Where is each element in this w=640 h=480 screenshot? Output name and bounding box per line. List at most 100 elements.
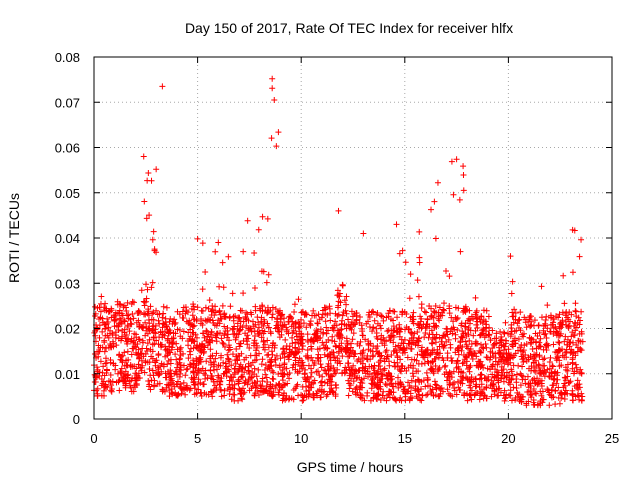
data-point [209,302,216,309]
data-point [394,374,401,381]
data-point [145,316,152,323]
data-point [149,236,156,243]
data-point [527,352,534,359]
data-point [572,393,579,400]
data-point [535,379,542,386]
data-point [245,335,252,342]
data-point [152,322,159,329]
data-point [553,357,560,364]
data-point [366,309,373,316]
data-point [234,356,241,363]
data-point [425,334,432,341]
data-point [553,329,560,336]
data-point [555,384,562,391]
data-point [103,345,110,352]
data-point [481,392,488,399]
data-point [212,355,219,362]
data-point [252,347,259,354]
data-point [187,321,194,328]
data-point [456,196,463,203]
data-point [334,366,341,373]
data-point [413,393,420,400]
data-point [559,321,566,328]
data-point [233,345,240,352]
data-point [418,315,425,322]
data-point [510,354,517,361]
data-point [573,364,580,371]
data-point [187,361,194,368]
data-point [471,392,478,399]
data-point [252,340,259,347]
data-point [180,362,187,369]
data-point [579,393,586,400]
data-point [167,356,174,363]
data-point [158,344,165,351]
data-point [418,325,425,332]
data-point [489,327,496,334]
data-point [260,268,267,275]
data-point [394,314,401,321]
data-point [394,354,401,361]
data-point [502,395,509,402]
data-point [244,341,251,348]
data-point [323,370,330,377]
data-point [531,375,538,382]
data-point [135,370,142,377]
data-point [568,333,575,340]
data-point [322,318,329,325]
data-point [401,326,408,333]
data-point [255,226,262,233]
data-point [330,364,337,371]
data-point [367,397,374,404]
data-point [280,345,287,352]
data-point [292,319,299,326]
data-point [164,350,171,357]
data-point [133,334,140,341]
data-point [146,365,153,372]
data-point [218,335,225,342]
data-point [92,332,99,339]
data-point [555,339,562,346]
data-point [128,388,135,395]
data-point [321,379,328,386]
data-point [430,308,437,315]
data-point [292,357,299,364]
data-point [503,391,510,398]
data-point [562,387,569,394]
data-point [395,384,402,391]
data-point [238,350,245,357]
data-point [147,386,154,393]
data-point [522,319,529,326]
data-point [229,326,236,333]
data-point [125,336,132,343]
data-point [396,333,403,340]
data-point [417,313,424,320]
data-point [206,297,213,304]
data-point [173,356,180,363]
data-point [239,307,246,314]
data-point [561,300,568,307]
data-point [171,321,178,328]
data-point [326,382,333,389]
data-point [480,395,487,402]
data-point [220,284,227,291]
data-point [118,337,125,344]
data-point [235,367,242,374]
data-point [465,345,472,352]
data-point [569,387,576,394]
data-point [194,235,201,242]
data-point [166,393,173,400]
data-point [91,351,98,358]
data-point [438,384,445,391]
data-point [216,307,223,314]
data-point [191,391,198,398]
data-point [116,387,123,394]
data-point [97,358,104,365]
data-point [111,317,118,324]
data-point [532,352,539,359]
data-point [308,343,315,350]
data-point [160,303,167,310]
data-point [460,172,467,179]
data-point [406,295,413,302]
data-point [155,352,162,359]
